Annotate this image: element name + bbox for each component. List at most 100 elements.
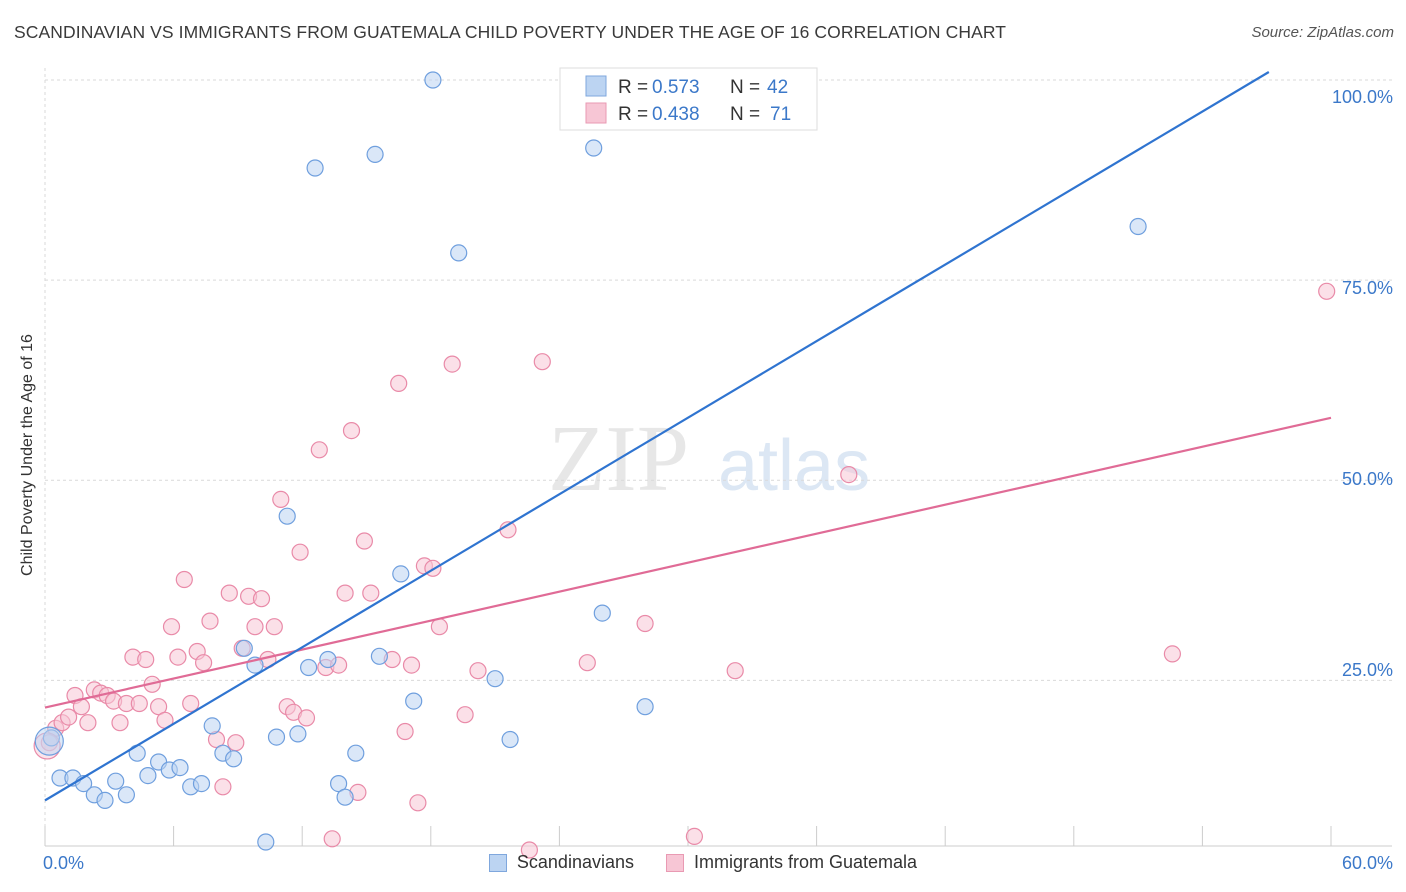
legend-r-value-1: 0.573 (652, 77, 700, 98)
guatemala-point-53 (402, 656, 421, 674)
legend-label-scandinavians: Scandinavians (516, 852, 634, 872)
legend-n-label-1: N = (730, 77, 760, 98)
scandinavians-point-6 (107, 772, 125, 790)
scandinavians-point-12 (171, 758, 189, 777)
trend-line-scandinavians (44, 71, 1270, 802)
source-label: Source: ZipAtlas.com (1251, 24, 1394, 41)
chart-title: SCANDINAVIAN VS IMMIGRANTS FROM GUATEMAL… (14, 22, 1007, 42)
legend-r-label-1: R = (618, 77, 648, 98)
y-tick-label-25: 25.0% (1342, 660, 1393, 680)
guatemala-point-32 (246, 618, 264, 636)
guatemala-point-6 (79, 714, 97, 732)
watermark: ZIP atlas (548, 407, 870, 511)
scandinavians-point-36 (486, 670, 504, 688)
scandinavians-point-39 (593, 604, 611, 622)
scandinavians-point-38 (585, 139, 603, 157)
guatemala-point-24 (195, 654, 213, 672)
guatemala-point-58 (443, 355, 461, 373)
guatemala-point-28 (220, 584, 238, 602)
series-guatemala-points (33, 282, 1336, 859)
legend-n-value-1: 42 (767, 77, 788, 98)
guatemala-point-43 (323, 830, 341, 848)
legend-item-scandinavians[interactable]: Scandinavians (488, 852, 634, 873)
guatemala-point-45 (336, 584, 354, 602)
scandinavians-point-20 (257, 833, 275, 851)
scandinavians-point-40 (636, 698, 654, 716)
guatemala-point-70 (1318, 282, 1336, 300)
guatemala-point-21 (175, 570, 193, 589)
guatemala-point-46 (342, 422, 361, 440)
trend-line-guatemala (44, 416, 1332, 709)
guatemala-point-35 (265, 618, 283, 636)
y-tick-label-50: 50.0% (1342, 469, 1393, 489)
guatemala-point-19 (162, 618, 181, 636)
legend-swatch-guatemala (585, 102, 607, 124)
legend-label-guatemala: Immigrants from Guatemala (694, 852, 918, 872)
scandinavians-point-33 (405, 692, 423, 710)
guatemala-point-66 (685, 827, 704, 846)
guatemala-point-63 (533, 353, 551, 371)
scandinavians-point-37 (501, 730, 519, 749)
guatemala-point-65 (636, 614, 654, 633)
watermark-atlas: atlas (718, 426, 870, 506)
guatemala-point-68 (840, 466, 858, 484)
x-tick-label-60: 60.0% (1342, 853, 1393, 873)
legend-item-guatemala[interactable]: Immigrants from Guatemala (666, 852, 917, 873)
guatemala-point-59 (456, 706, 474, 724)
legend-swatch-scandinavians (585, 75, 607, 97)
tick-labels: 25.0% 50.0% 75.0% 100.0% 0.0% 60.0% (43, 87, 1393, 873)
scandinavians-point-22 (278, 507, 296, 525)
guatemala-point-27 (214, 778, 232, 796)
legend-n-label-2: N = (730, 104, 760, 125)
scandinavians-point-32 (392, 565, 410, 583)
guatemala-point-29 (227, 734, 245, 752)
scandinavians-point-23 (289, 725, 307, 743)
guatemala-point-40 (297, 709, 316, 727)
legend-swatch-pink (666, 853, 684, 872)
y-tick-label-100: 100.0% (1332, 87, 1393, 107)
guatemala-point-3 (59, 708, 78, 726)
scandinavians-cluster-blob (34, 726, 64, 756)
scandinavians-point-24 (300, 658, 318, 677)
guatemala-point-14 (130, 694, 148, 713)
guatemala-point-36 (272, 490, 290, 508)
guatemala-point-54 (409, 794, 427, 812)
guatemala-point-25 (201, 612, 219, 630)
legend-swatch-blue (488, 853, 507, 872)
legend-n-value-2: 71 (770, 104, 791, 125)
x-tick-label-0: 0.0% (43, 853, 84, 873)
guatemala-point-49 (362, 584, 380, 602)
scandinavians-point-15 (203, 717, 221, 735)
scandinavians-point-17 (225, 750, 243, 768)
guatemala-point-33 (252, 590, 271, 608)
scandinavians-point-18 (235, 639, 253, 657)
legend-stats: R = 0.573 N = 42 R = 0.438 N = 71 (559, 67, 818, 131)
guatemala-point-51 (390, 374, 408, 392)
scandinavians-point-41 (1129, 217, 1147, 236)
y-tick-label-75: 75.0% (1342, 278, 1393, 298)
scandinavians-point-26 (319, 650, 337, 669)
scandinavians-point-28 (336, 788, 354, 806)
guatemala-point-20 (169, 648, 187, 666)
scandinavians-point-29 (347, 744, 365, 762)
guatemala-point-69 (1163, 645, 1182, 663)
guatemala-point-15 (137, 650, 155, 669)
guatemala-point-64 (578, 654, 596, 672)
scandinavians-point-5 (96, 791, 114, 810)
guatemala-point-41 (310, 441, 328, 459)
guatemala-point-62 (520, 841, 539, 859)
guatemala-point-39 (291, 543, 309, 561)
scandinavians-point-7 (117, 786, 136, 804)
scandinavians-point-25 (306, 159, 324, 177)
scandinavians-point-35 (450, 244, 468, 262)
legend-series: Scandinavians Immigrants from Guatemala (0, 852, 1406, 873)
guatemala-point-67 (726, 662, 744, 680)
scandinavians-point-14 (192, 774, 211, 793)
scandinavians-point-34 (424, 71, 442, 89)
scandinavians-point-21 (267, 728, 286, 746)
guatemala-point-11 (111, 714, 129, 732)
legend-r-value-2: 0.438 (652, 104, 700, 125)
guatemala-point-22 (182, 694, 200, 713)
guatemala-point-60 (469, 662, 487, 680)
